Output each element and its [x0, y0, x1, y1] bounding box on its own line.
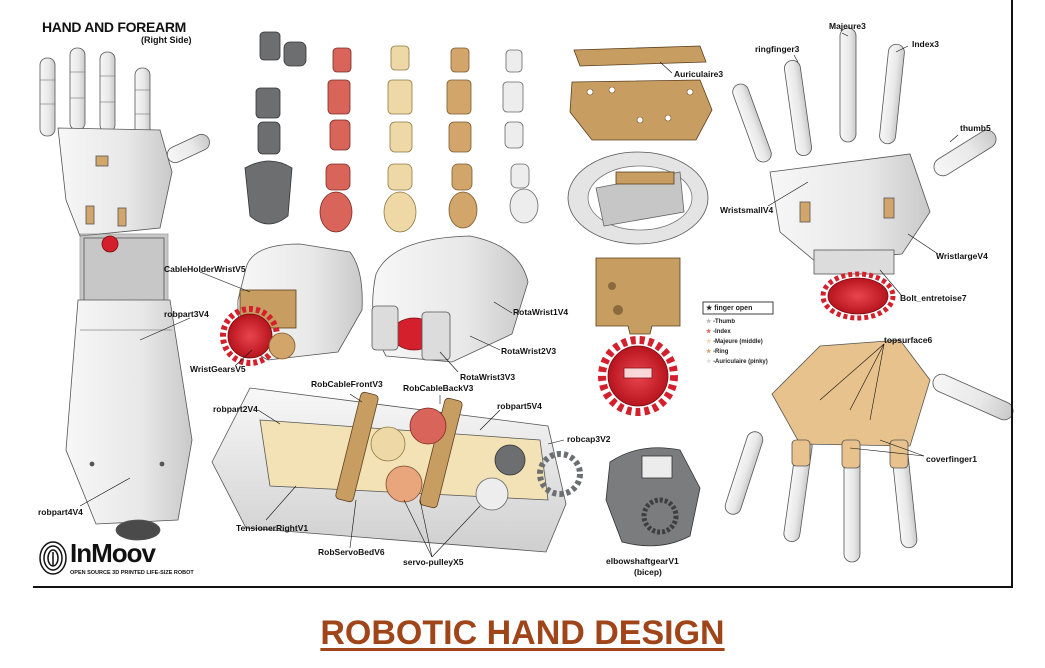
logo-name: InMoov — [70, 538, 156, 568]
red-gear — [598, 336, 678, 416]
label-ringfinger: ringfinger3 — [755, 44, 800, 54]
diagram-subtitle: (Right Side) — [141, 35, 192, 45]
elbow-gear — [605, 447, 701, 547]
leader-lines — [79, 61, 673, 558]
legend-text-auriculaire: -Auriculaire (pinky) — [713, 359, 768, 365]
frame-bottom-border — [33, 586, 1013, 588]
caption: ROBOTIC HAND DESIGN — [0, 614, 1045, 653]
label-rotawrist1: RotaWrist1V4 — [513, 307, 569, 317]
label-robpart5: robpart5V4 — [497, 401, 542, 411]
palm-plates — [567, 45, 713, 335]
label-robcableback: RobCableBackV3 — [403, 383, 474, 393]
caption-text: ROBOTIC HAND DESIGN — [320, 614, 725, 652]
legend-item-ring: ★ -Ring — [706, 349, 729, 355]
legend-text-thumb: -Thumb — [713, 319, 736, 325]
label-rotawrist2: RotaWrist2V3 — [501, 346, 557, 356]
label-robpart2: robpart2V4 — [213, 404, 258, 414]
label-tensioner: TensionerRightV1 — [236, 523, 309, 533]
label-index: Index3 — [912, 39, 939, 49]
cover-hand-lines — [819, 343, 925, 457]
label-robservobed: RobServoBedV6 — [318, 547, 385, 557]
label-wristlarge: WristlargeV4 — [936, 251, 988, 261]
label-elbowshaft: elbowshaftgearV1 — [606, 556, 679, 566]
label-bolt: Bolt_entretoise7 — [900, 293, 967, 303]
servo-bed-assembly — [211, 387, 583, 553]
label-majeure: Majeure3 — [829, 21, 866, 31]
legend-text-majeure: -Majeure (middle) — [713, 339, 763, 345]
left-arm-assembly — [39, 47, 210, 541]
legend-item-thumb: ★ -Thumb — [706, 319, 736, 325]
label-wristgears: WristGearsV5 — [190, 364, 246, 374]
right-hand-lines — [767, 32, 959, 297]
label-rotawrist3: RotaWrist3V3 — [460, 372, 516, 382]
legend-item-auriculaire: ★ -Auriculaire (pinky) — [706, 359, 768, 365]
label-robpart3: robpart3V4 — [164, 309, 209, 319]
label-wristsmall: WristsmallV4 — [720, 205, 774, 215]
logo-tagline: OPEN SOURCE 3D PRINTED LIFE-SIZE ROBOT — [70, 570, 194, 576]
right-hand-gear — [820, 271, 896, 321]
legend-text-index: -Index — [713, 329, 731, 335]
label-coverfinger: coverfinger1 — [926, 454, 978, 464]
finger-parts-tan — [446, 47, 478, 229]
label-auriculaire: Auriculaire3 — [674, 69, 724, 79]
label-topsurface: topsurface6 — [884, 335, 933, 345]
label-robcap: robcap3V2 — [567, 434, 611, 444]
legend-item-majeure: ★ -Majeure (middle) — [706, 339, 763, 345]
legend-item-index: ★ -Index — [706, 329, 731, 335]
wrist-module-right — [371, 235, 529, 363]
finger-parts-grey — [244, 31, 307, 225]
fingerprint-icon — [39, 541, 67, 575]
finger-parts-red — [319, 47, 353, 233]
legend-title: ★ finger open — [706, 305, 753, 312]
legend-text-ring: -Ring — [713, 349, 729, 355]
label-bicep: (bicep) — [634, 567, 662, 577]
frame-right-border — [1011, 0, 1013, 588]
legend-title-text: finger open — [714, 305, 753, 312]
label-robpart4: robpart4V4 — [38, 507, 83, 517]
cover-hand — [724, 339, 1014, 563]
label-thumb: thumb5 — [960, 123, 991, 133]
wrist-module-left — [220, 243, 363, 366]
label-cableholder: CableHolderWristV5 — [164, 264, 246, 274]
label-robcablefront: RobCableFrontV3 — [311, 379, 383, 389]
right-hand-exploded — [732, 27, 997, 275]
finger-parts-cream — [383, 45, 417, 233]
finger-parts-white — [502, 49, 539, 224]
legend-box — [702, 301, 774, 315]
label-servopulley: servo-pulleyX5 — [403, 557, 464, 567]
diagram-title: HAND AND FOREARM — [42, 19, 187, 35]
